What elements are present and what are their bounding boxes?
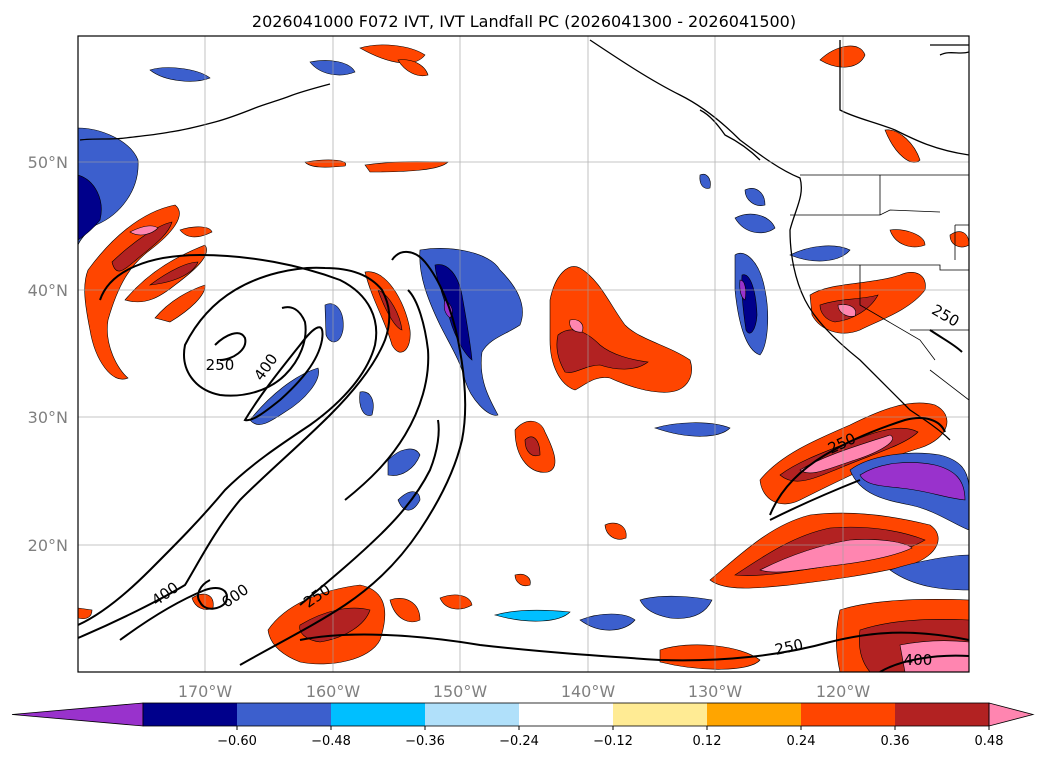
lon-label: 120°W (816, 682, 871, 701)
colorbar-tick-label: 0.12 (693, 734, 722, 749)
shade-red-w2 (124, 244, 207, 303)
coastlines (79, 39, 969, 441)
map-panel: 250 400 250 400 600 250 250 250 400 (78, 36, 969, 672)
colorbar-segment (237, 703, 332, 726)
contour-label: 250 (773, 635, 805, 659)
lon-label: 140°W (561, 682, 616, 701)
contour-250-west (78, 266, 391, 639)
colorbar-tick-label: 0.36 (881, 734, 910, 749)
colorbar-tick-label: −0.48 (311, 734, 351, 749)
lon-labels: 170°W 160°W 150°W 140°W 130°W 120°W (178, 682, 871, 701)
colorbar-segment (425, 703, 520, 726)
colorbar-segment (613, 703, 708, 726)
lon-label: 130°W (688, 682, 743, 701)
colorbar-ticks: −0.60 −0.48 −0.36 −0.24 −0.12 0.12 0.24 0.36 0.4… (217, 726, 1004, 749)
north-america-coast (589, 39, 951, 441)
colorbar-tick-label: −0.24 (499, 734, 539, 749)
colorbar-tick-label: 0.24 (787, 734, 816, 749)
contour-label: 250 (206, 356, 235, 374)
colorbar-tick-label: −0.12 (593, 734, 633, 749)
ivt-shading (78, 44, 969, 672)
shade-red-w1 (84, 204, 180, 380)
map-frame (77, 35, 970, 673)
lat-label: 50°N (28, 153, 68, 172)
lon-label: 170°W (178, 682, 233, 701)
state-borders (790, 174, 969, 401)
colorbar (11, 702, 1035, 727)
gridlines (78, 36, 969, 672)
colorbar-segment (707, 703, 802, 726)
contour-250-mid (239, 251, 467, 666)
colorbar-extend-low (11, 702, 144, 727)
lat-label: 20°N (28, 536, 68, 555)
map-title: 2026041000 F072 IVT, IVT Landfall PC (20… (252, 12, 796, 31)
colorbar-segment (895, 703, 990, 726)
lat-labels: 50°N 40°N 30°N 20°N (28, 153, 68, 555)
colorbar-tick-label: −0.60 (217, 734, 257, 749)
colorbar-segment (143, 703, 238, 726)
colorbar-extend-high (988, 702, 1035, 727)
contour-label: 400 (904, 651, 933, 669)
lon-label: 160°W (306, 682, 361, 701)
colorbar-frame (142, 702, 990, 727)
colorbar-tick-label: 0.48 (975, 734, 1004, 749)
ivt-contours (78, 251, 969, 672)
lon-label: 150°W (433, 682, 488, 701)
contour-250-se (769, 417, 946, 516)
colorbar-segment (331, 703, 426, 726)
contour-400-south (879, 654, 969, 672)
colorbar-tick-label: −0.36 (405, 734, 445, 749)
contour-400-west (214, 332, 247, 361)
lat-label: 30°N (28, 408, 68, 427)
colorbar-segment (519, 703, 614, 726)
contour-250-south (299, 631, 969, 662)
colorbar-segment (801, 703, 896, 726)
lat-label: 40°N (28, 281, 68, 300)
